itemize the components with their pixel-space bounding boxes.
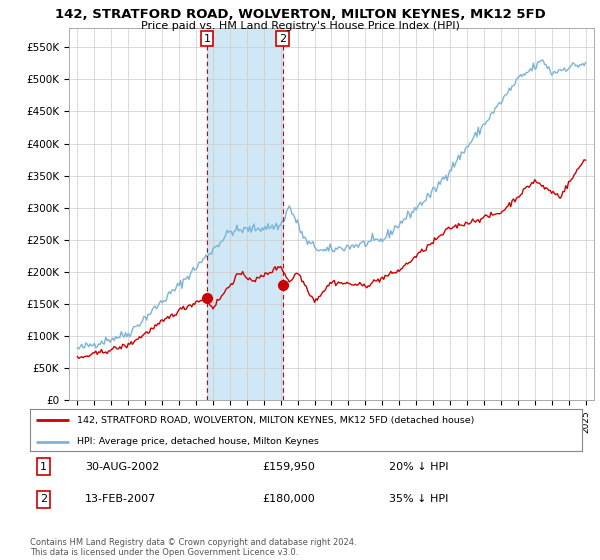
Text: 2: 2 [40,494,47,505]
Text: 30-AUG-2002: 30-AUG-2002 [85,461,160,472]
Text: £159,950: £159,950 [262,461,315,472]
Bar [207,28,283,400]
Text: Price paid vs. HM Land Registry's House Price Index (HPI): Price paid vs. HM Land Registry's House … [140,21,460,31]
Text: 35% ↓ HPI: 35% ↓ HPI [389,494,448,505]
Text: HPI: Average price, detached house, Milton Keynes: HPI: Average price, detached house, Milt… [77,437,319,446]
Text: 2: 2 [279,34,286,44]
Text: 20% ↓ HPI: 20% ↓ HPI [389,461,448,472]
Text: 13-FEB-2007: 13-FEB-2007 [85,494,157,505]
Text: 1: 1 [203,34,211,44]
Text: 142, STRATFORD ROAD, WOLVERTON, MILTON KEYNES, MK12 5FD: 142, STRATFORD ROAD, WOLVERTON, MILTON K… [55,8,545,21]
Text: 142, STRATFORD ROAD, WOLVERTON, MILTON KEYNES, MK12 5FD (detached house): 142, STRATFORD ROAD, WOLVERTON, MILTON K… [77,416,474,424]
Text: 1: 1 [40,461,47,472]
Text: Contains HM Land Registry data © Crown copyright and database right 2024.
This d: Contains HM Land Registry data © Crown c… [30,538,356,557]
Text: £180,000: £180,000 [262,494,314,505]
